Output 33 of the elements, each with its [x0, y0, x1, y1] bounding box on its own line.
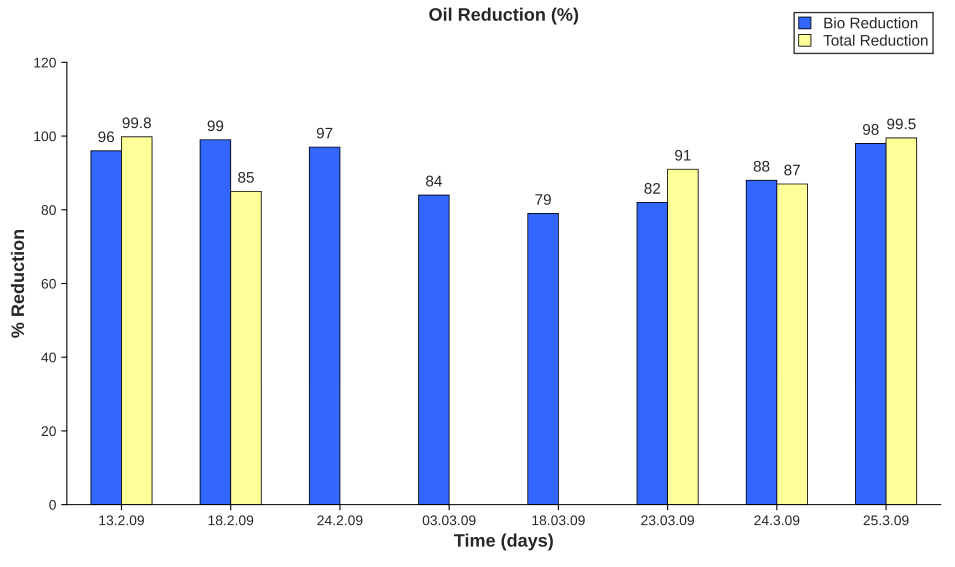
x-tick-label: 24.3.09 — [754, 515, 800, 526]
data-label: 98 — [862, 124, 879, 135]
data-label: 85 — [238, 172, 254, 183]
x-axis-title: Time (days) — [454, 534, 553, 550]
data-label: 84 — [426, 176, 442, 186]
y-tick-label: 100 — [34, 131, 56, 142]
x-tick-label: 03.03.09 — [422, 515, 476, 526]
x-tick-label: 25.3.09 — [864, 515, 909, 526]
data-label: 97 — [316, 128, 332, 139]
y-tick-label: 40 — [41, 352, 56, 362]
x-tick-label: 24.2.09 — [317, 515, 362, 526]
y-tick-label: 80 — [42, 205, 56, 215]
y-tick-label: 120 — [34, 58, 56, 68]
data-label: 79 — [535, 194, 551, 205]
data-label: 91 — [675, 150, 691, 161]
data-label: 99.5 — [887, 118, 916, 130]
y-axis-title: % Reduction — [10, 230, 24, 338]
data-label: 88 — [754, 160, 770, 172]
x-tick-label: 18.03.09 — [532, 515, 585, 526]
x-tick-label: 23.03.09 — [641, 515, 694, 526]
legend-label: Bio Reduction — [824, 17, 918, 28]
x-tick-label: 18.2.09 — [208, 515, 254, 526]
data-label: 99.8 — [122, 117, 151, 128]
data-label: 82 — [644, 183, 660, 194]
data-label: 87 — [784, 164, 800, 176]
data-label: 99 — [208, 120, 224, 132]
y-tick-label: 60 — [42, 278, 56, 289]
chart-title: Oil Reduction (%) — [429, 8, 578, 24]
y-tick-label: 0 — [49, 500, 56, 510]
legend-label: Total Reduction — [824, 34, 928, 46]
data-label: 96 — [98, 131, 114, 142]
x-tick-label: 13.2.09 — [99, 515, 144, 526]
y-tick-label: 20 — [42, 426, 56, 436]
